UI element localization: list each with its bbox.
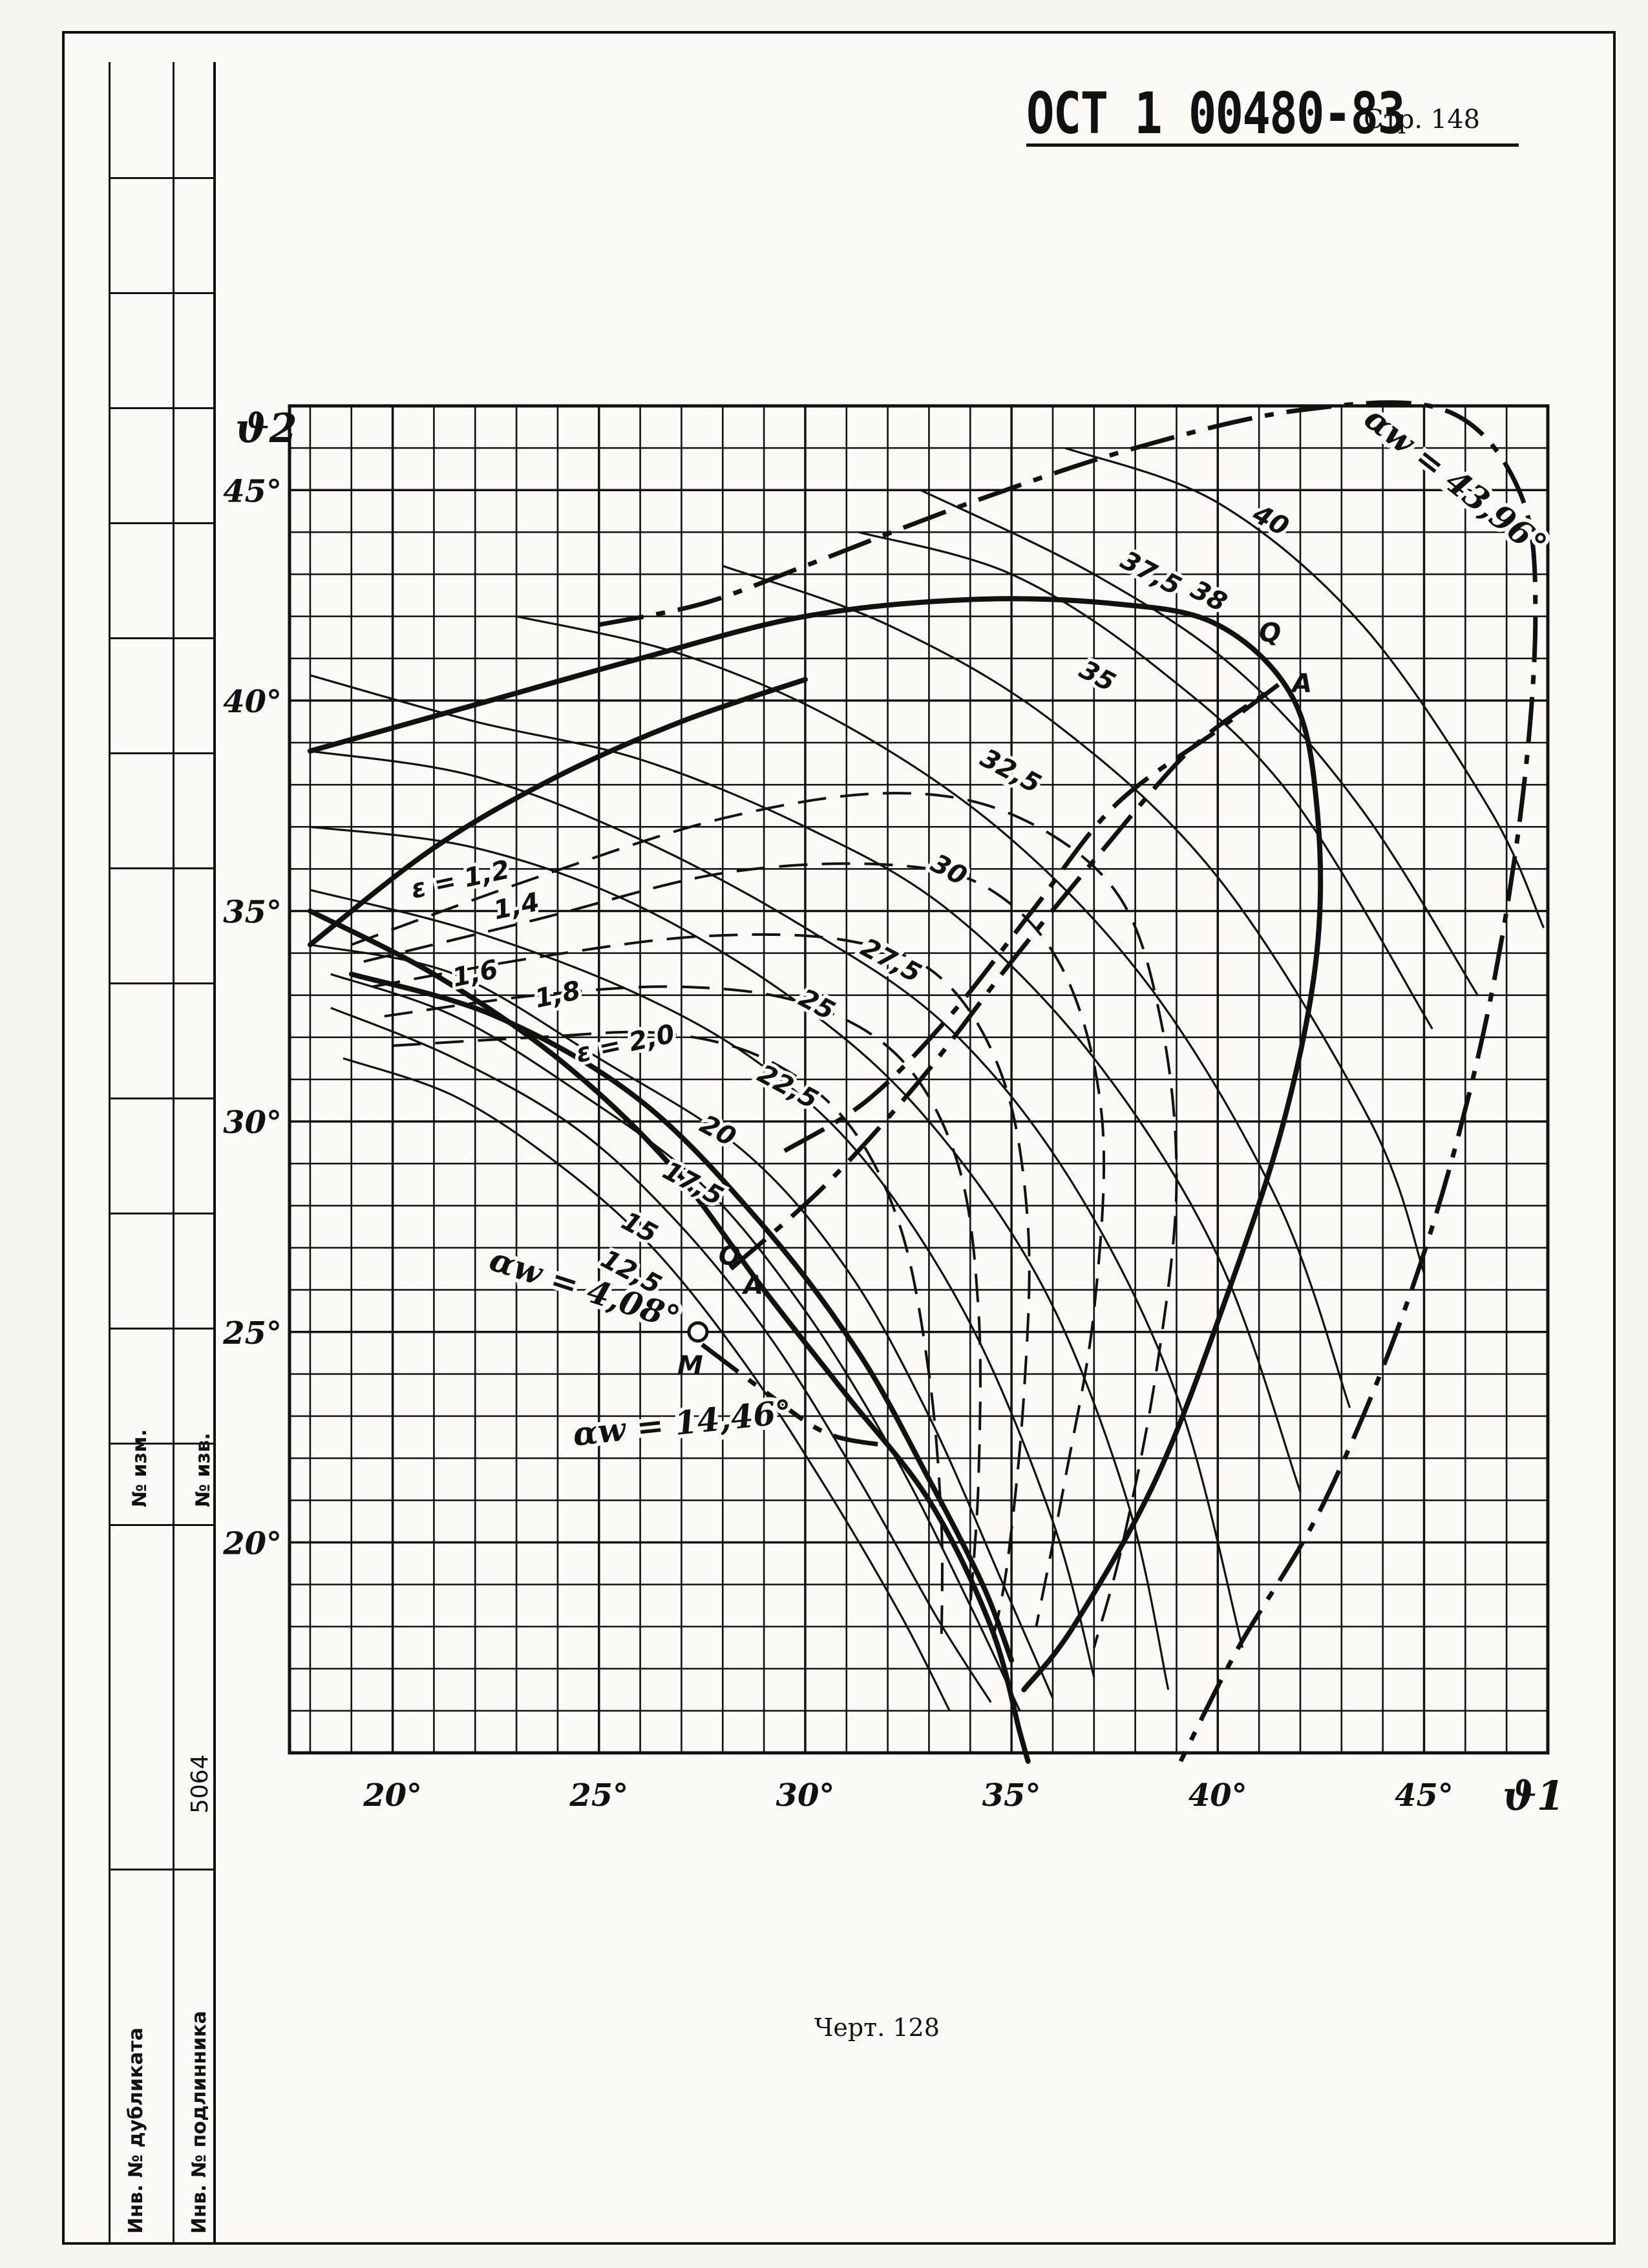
stamp-divider [111, 1097, 213, 1099]
header-underline [1026, 143, 1519, 147]
curve-25 [310, 825, 1170, 1690]
epsilon-curve [384, 985, 982, 1606]
epsilon-label: 1,8 [533, 975, 584, 1014]
curve-label: 20 [695, 1109, 741, 1152]
y-axis-label: ϑ2 [235, 405, 297, 452]
document-code: ОСТ 1 00480-83 [1026, 80, 1406, 147]
x-tick-label: 45° [1395, 1777, 1453, 1814]
bold-curves [307, 596, 1324, 1764]
point-label: A [1290, 669, 1312, 699]
epsilon-curve [363, 862, 1106, 1627]
stamp-divider [111, 1213, 213, 1214]
curve-30 [310, 674, 1302, 1492]
stamp-divider [111, 522, 213, 524]
title-stamp-column: № изм. № изв. 5064 Инв. № дубликата Инв.… [109, 62, 216, 2245]
y-tick-label: 20° [222, 1525, 282, 1562]
epsilon-curve [351, 792, 1178, 1648]
y-tick-label: 35° [223, 895, 282, 931]
point-label: Q [1259, 619, 1281, 648]
curve-27,5 [310, 750, 1244, 1648]
stamp-divider [111, 177, 213, 179]
dash-dot-curves [598, 400, 1538, 1763]
x-axis-label: ϑ1 [1503, 1772, 1565, 1819]
curve-32,5 [516, 615, 1351, 1408]
stamp-divider [111, 1443, 213, 1445]
curve-17,5 [330, 973, 1021, 1712]
stamp-divider [111, 292, 213, 294]
bold-curve [348, 971, 1015, 1663]
dash-dot-curve [701, 1342, 889, 1448]
stamp-divider [111, 1328, 213, 1330]
curve-40 [1064, 447, 1545, 929]
bold-curve [307, 596, 1324, 1693]
y-tick-label: 45° [223, 473, 282, 509]
dash-dot-curve [598, 400, 1538, 1763]
alpha-annotation: αw = 43,96° [1357, 399, 1554, 564]
stamp-divider [111, 982, 213, 984]
point-label: Q [719, 1242, 741, 1271]
stamp-divider [111, 1524, 213, 1526]
tick-labels: 20° 25° 30° 35° 40° 45° 20° 25° 30° 35° 40° 45° [222, 473, 1453, 1814]
curve-15 [330, 1006, 992, 1703]
chart-grid [288, 404, 1550, 1755]
y-tick-label: 40° [223, 684, 282, 720]
epsilon-curve [372, 933, 1031, 1648]
curve-label: 15 [617, 1206, 662, 1249]
x-tick-label: 35° [982, 1777, 1041, 1814]
curve-38 [920, 489, 1479, 996]
plot-frame [288, 404, 1550, 1755]
page-number: Стр. 148 [1364, 105, 1481, 134]
epsilon-label: ε = 2,0 [573, 1019, 677, 1069]
figure-caption: Черт. 128 [814, 2013, 940, 2042]
y-tick-label: 30° [223, 1105, 282, 1141]
curve-22,5 [310, 889, 1095, 1678]
x-tick-label: 30° [776, 1777, 835, 1814]
curve-label: 35 [1075, 655, 1121, 698]
point-m-marker [687, 1321, 709, 1343]
curve-12,5 [343, 1057, 951, 1712]
point-label: M [677, 1351, 703, 1381]
curve-20 [310, 944, 1054, 1699]
curve-label: 25 [794, 983, 840, 1026]
dash-dot-curve [729, 690, 1269, 1271]
curve-35 [722, 564, 1426, 1274]
bold-curve [307, 908, 1031, 1764]
curve-37,5 [858, 531, 1433, 1030]
curve-label: 40 [1247, 499, 1294, 542]
thin-curves [310, 447, 1545, 1712]
stamp-divider [111, 637, 213, 639]
drawing-sheet [62, 31, 1616, 2245]
point-label: A [741, 1271, 763, 1300]
x-tick-label: 40° [1188, 1777, 1247, 1814]
stamp-divider [111, 867, 213, 869]
stamp-divider [111, 1869, 213, 1871]
bold-curve [307, 677, 808, 948]
y-tick-label: 25° [222, 1315, 282, 1351]
stamp-vertical-divider [173, 62, 174, 2245]
curve-label: 30 [926, 849, 972, 892]
x-tick-label: 25° [569, 1777, 628, 1814]
stamp-divider [111, 752, 213, 754]
stamp-divider [111, 407, 213, 409]
epsilon-curve [392, 1030, 944, 1648]
epsilon-curves [351, 792, 1178, 1648]
curve-label: 38 [1186, 575, 1232, 618]
dash-dot-curve [783, 682, 1282, 1153]
epsilon-label: 1,6 [450, 955, 501, 993]
x-tick-label: 20° [363, 1777, 422, 1814]
